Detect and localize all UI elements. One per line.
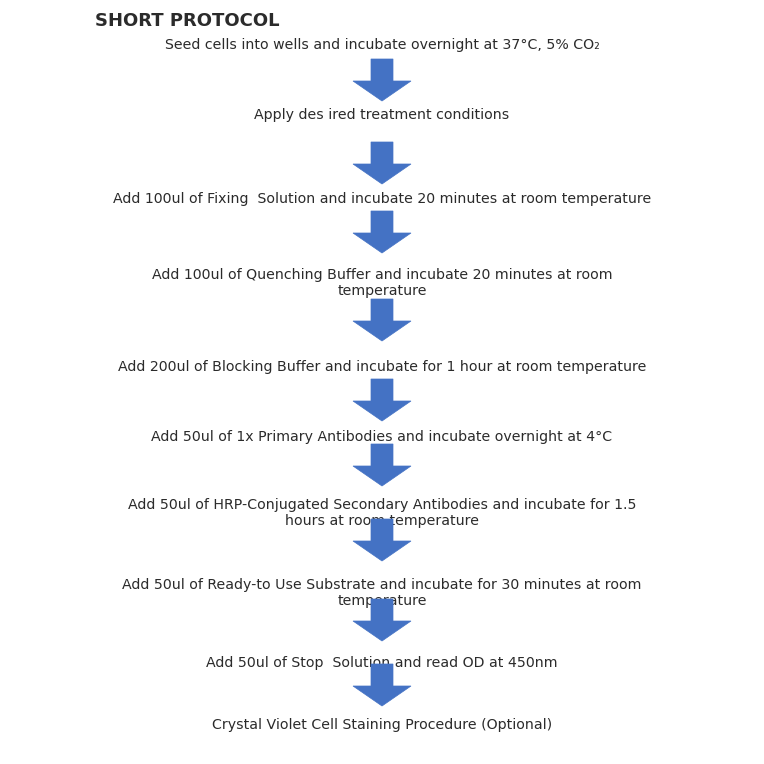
Polygon shape xyxy=(353,379,411,421)
Text: Add 200ul of Blocking Buffer and incubate for 1 hour at room temperature: Add 200ul of Blocking Buffer and incubat… xyxy=(118,360,646,374)
Text: Add 50ul of Ready-to Use Substrate and incubate for 30 minutes at room
temperatu: Add 50ul of Ready-to Use Substrate and i… xyxy=(122,578,642,608)
Polygon shape xyxy=(353,142,411,184)
Polygon shape xyxy=(353,299,411,341)
Text: Add 50ul of Stop  Solution and read OD at 450nm: Add 50ul of Stop Solution and read OD at… xyxy=(206,656,558,670)
Polygon shape xyxy=(353,211,411,253)
Text: SHORT PROTOCOL: SHORT PROTOCOL xyxy=(95,12,280,30)
Polygon shape xyxy=(353,519,411,561)
Text: Crystal Violet Cell Staining Procedure (Optional): Crystal Violet Cell Staining Procedure (… xyxy=(212,718,552,732)
Polygon shape xyxy=(353,444,411,486)
Text: Apply des ired treatment conditions: Apply des ired treatment conditions xyxy=(254,108,510,122)
Text: Add 100ul of Fixing  Solution and incubate 20 minutes at room temperature: Add 100ul of Fixing Solution and incubat… xyxy=(113,192,651,206)
Polygon shape xyxy=(353,59,411,101)
Text: Add 50ul of HRP-Conjugated Secondary Antibodies and incubate for 1.5
hours at ro: Add 50ul of HRP-Conjugated Secondary Ant… xyxy=(128,498,636,528)
Text: Add 50ul of 1x Primary Antibodies and incubate overnight at 4°C: Add 50ul of 1x Primary Antibodies and in… xyxy=(151,430,613,444)
Polygon shape xyxy=(353,599,411,641)
Polygon shape xyxy=(353,664,411,706)
Text: Seed cells into wells and incubate overnight at 37°C, 5% CO₂: Seed cells into wells and incubate overn… xyxy=(164,38,600,52)
Text: Add 100ul of Quenching Buffer and incubate 20 minutes at room
temperature: Add 100ul of Quenching Buffer and incuba… xyxy=(152,268,612,298)
